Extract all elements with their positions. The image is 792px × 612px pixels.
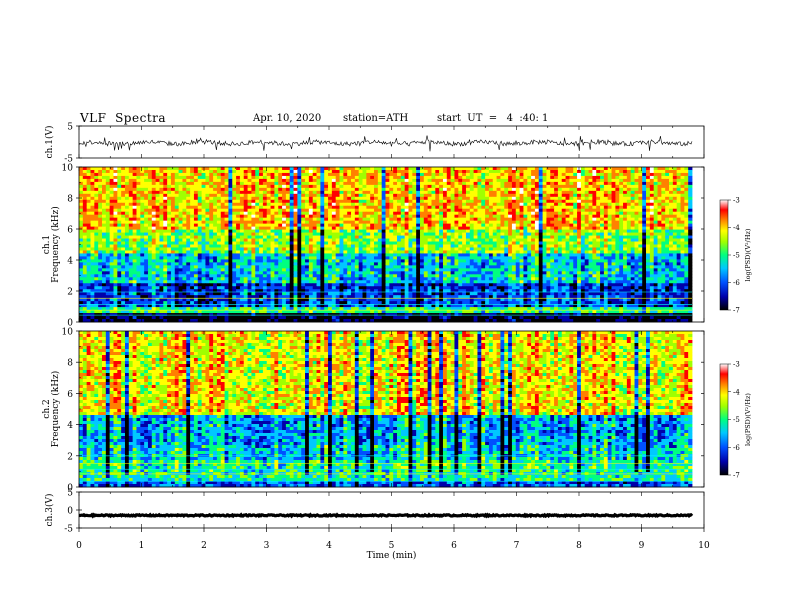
ch1-spectrogram-ylabel: Frequency (kHz): [50, 206, 61, 283]
ch1-spectrogram-ylabel-ch: ch.1: [42, 235, 52, 254]
ch1-spectrogram-cblabel: log(PSD)(V²/Hz): [744, 228, 752, 281]
ch3-waveform-ytick-2: -5: [64, 525, 73, 535]
ch1-spectrogram-colorbar: [719, 199, 729, 311]
ch1-spectrogram-cbtick-2: -5: [733, 252, 740, 260]
spectrogram-layer: [79, 167, 693, 488]
start-time-label: start UT = 4 :40: 1: [437, 113, 549, 124]
ch3-waveform-ylabel: ch.3(V): [44, 494, 55, 527]
ch2-spectrogram-ytick-0: 0: [67, 484, 73, 494]
ch1-spectrogram-ytick-0: 0: [67, 319, 73, 329]
x-tick-4: 4: [326, 541, 332, 551]
ch1-spectrogram-cbtick-3: -6: [733, 279, 740, 287]
ch2-spectrogram-cbtick-2: -5: [733, 416, 740, 424]
station-label: station=ATH: [343, 113, 409, 124]
ch1-spectrogram-cbtick-1: -4: [733, 224, 740, 232]
x-tick-9: 9: [639, 541, 645, 551]
x-tick-1: 1: [139, 541, 145, 551]
ch2-spectrogram-cbtick-1: -4: [733, 388, 740, 396]
waveform-layer: [78, 135, 694, 519]
ch1-spectrogram-ytick-2: 4: [67, 257, 73, 267]
ch2-spectrogram-cbtick-4: -7: [733, 472, 740, 480]
ch1-waveform-ylabel: ch.1(V): [44, 126, 55, 159]
ch1-spectrogram: [79, 167, 693, 323]
ch3-waveform-frame: [78, 491, 705, 529]
ch1-waveform-trace: [78, 135, 693, 152]
ch2-spectrogram-ytick-3: 6: [67, 390, 73, 400]
ch2-spectrogram-cblabel: log(PSD)(V²/Hz): [744, 393, 752, 446]
ch3-waveform-trace: [78, 512, 694, 519]
ch2-spectrogram-ytick-5: 10: [62, 328, 74, 338]
x-tick-7: 7: [514, 541, 520, 551]
ch2-spectrogram-ylabel: Frequency (kHz): [50, 371, 61, 448]
date-label: Apr. 10, 2020: [253, 113, 322, 124]
ch1-waveform-ytick-1: -5: [64, 155, 73, 165]
ch1-spectrogram-ytick-1: 2: [67, 288, 73, 298]
ch1-waveform-ytick-0: 5: [67, 123, 73, 133]
ch2-spectrogram-ytick-2: 4: [67, 421, 73, 431]
x-tick-10: 10: [698, 541, 710, 551]
ch1-spectrogram-ytick-3: 6: [67, 226, 73, 236]
x-axis-label: Time (min): [367, 550, 417, 561]
ch2-spectrogram-colorbar: [719, 363, 729, 476]
ch3-waveform-ytick-0: 5: [67, 489, 73, 499]
x-tick-6: 6: [451, 541, 457, 551]
x-tick-5: 5: [389, 541, 395, 551]
ch2-spectrogram-ylabel-ch: ch.2: [42, 399, 52, 418]
figure-title: VLF Spectra: [80, 111, 167, 125]
ch2-spectrogram-cbtick-3: -6: [733, 444, 740, 452]
x-tick-2: 2: [201, 541, 207, 551]
ch2-spectrogram-cbtick-0: -3: [733, 361, 740, 369]
x-tick-0: 0: [76, 541, 82, 551]
ch1-spectrogram-ytick-5: 10: [62, 164, 74, 174]
ch2-spectrogram: [79, 331, 693, 488]
ch1-spectrogram-cbtick-4: -7: [733, 307, 740, 315]
x-tick-3: 3: [264, 541, 270, 551]
ch1-spectrogram-ytick-4: 8: [67, 195, 73, 205]
x-tick-8: 8: [576, 541, 582, 551]
ch2-spectrogram-ytick-4: 8: [67, 359, 73, 369]
ch2-spectrogram-ytick-1: 2: [67, 452, 73, 462]
ch1-spectrogram-cbtick-0: -3: [733, 197, 740, 205]
ch3-waveform-ytick-1: 0: [67, 507, 73, 517]
